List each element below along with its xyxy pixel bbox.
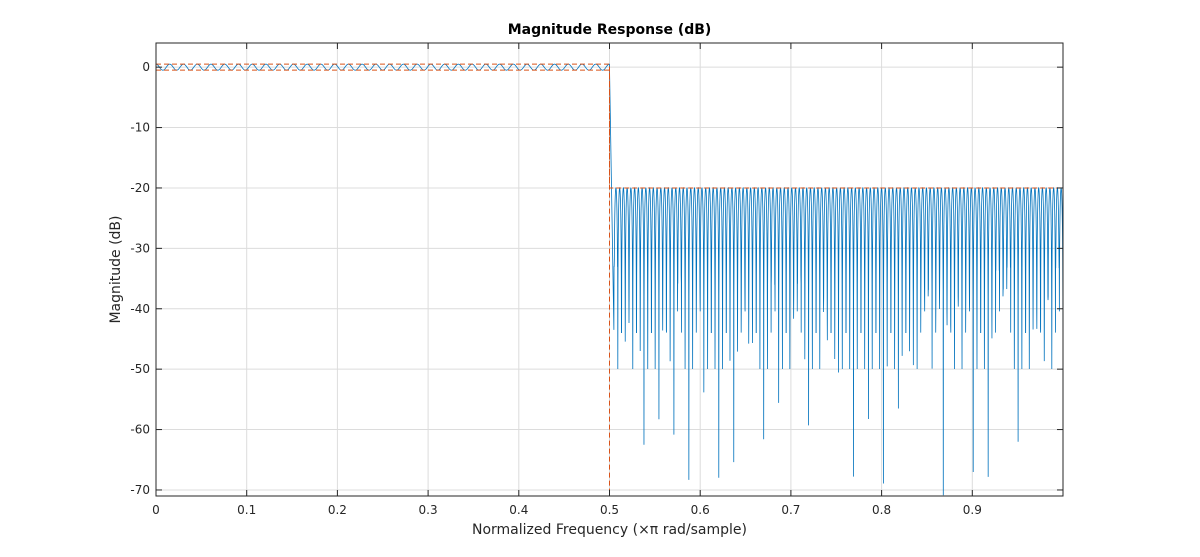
x-tick-label: 0.7 [781, 503, 800, 517]
y-tick-label: 0 [142, 60, 150, 74]
y-tick-label: -40 [130, 302, 150, 316]
x-tick-label: 0.1 [237, 503, 256, 517]
x-tick-label: 0.9 [963, 503, 982, 517]
response-line [156, 63, 1063, 496]
y-axis-label: Magnitude (dB) [108, 215, 124, 323]
y-tick-label: -60 [130, 423, 150, 437]
axis-ticks: 0 0.1 0.2 0.3 0.4 0.5 0.6 0.7 0.8 0.9 0 -10 -20 -30 -4… [130, 43, 1063, 517]
mask-upper-line [156, 63, 1063, 189]
x-tick-label: 0.3 [419, 503, 438, 517]
x-tick-label: 0 [152, 503, 160, 517]
y-tick-label: -30 [130, 241, 150, 255]
y-tick-label: -10 [130, 121, 150, 135]
mask-lower-line [156, 69, 1063, 496]
x-tick-label: 0.6 [691, 503, 710, 517]
x-tick-label: 0.2 [328, 503, 347, 517]
x-tick-label: 0.4 [509, 503, 528, 517]
x-tick-label: 0.5 [600, 503, 619, 517]
y-tick-label: -50 [130, 362, 150, 376]
y-tick-label: -70 [130, 483, 150, 497]
x-axis-label: Normalized Frequency (×π rad/sample) [472, 522, 747, 538]
y-tick-label: -20 [130, 181, 150, 195]
x-tick-label: 0.8 [872, 503, 891, 517]
chart-title: Magnitude Response (dB) [508, 22, 712, 38]
plot-area [156, 63, 1063, 496]
